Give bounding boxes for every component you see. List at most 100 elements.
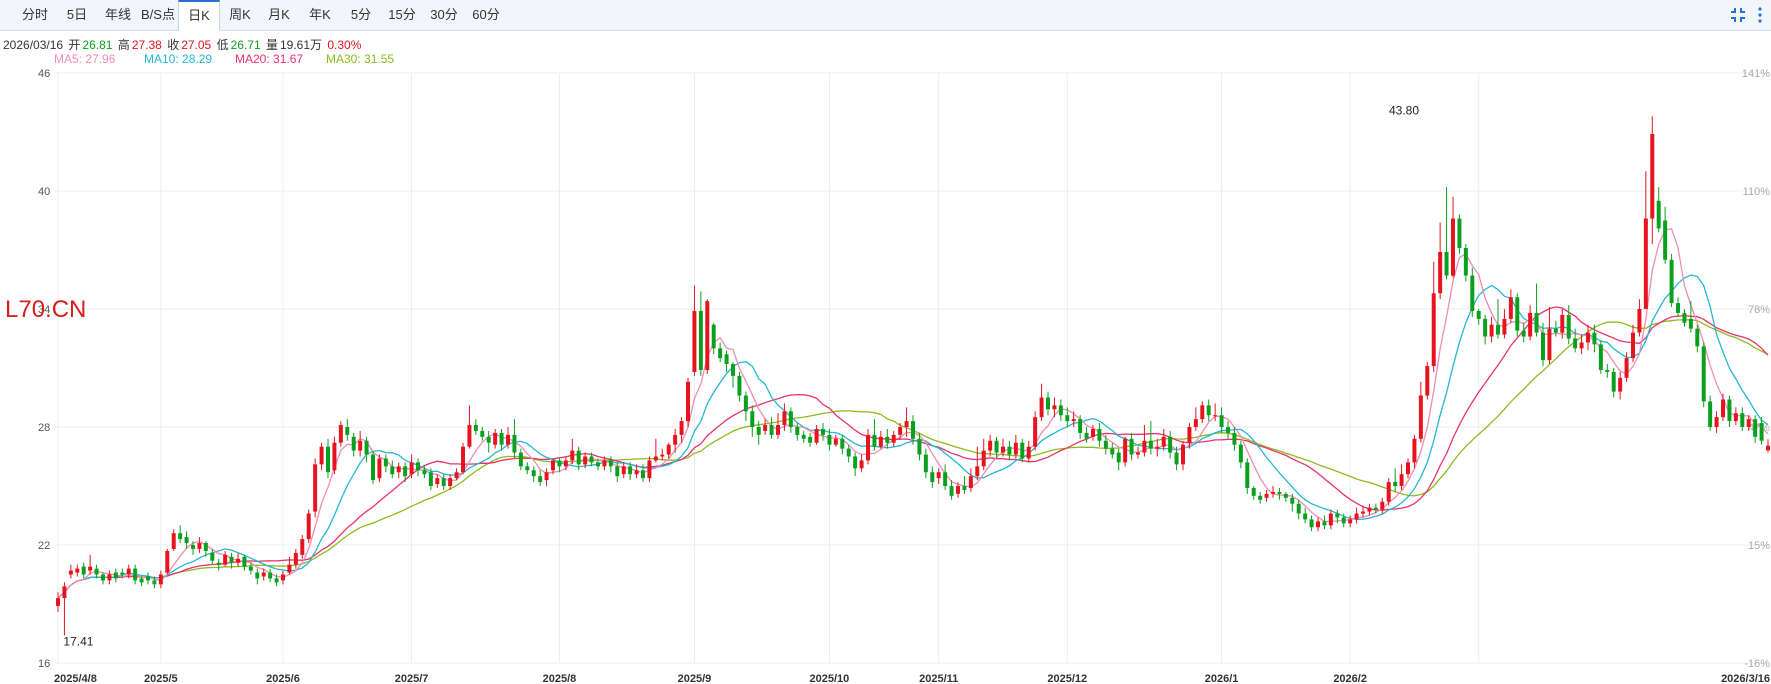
candle-body — [390, 466, 395, 475]
candle-body — [101, 574, 105, 581]
x-tick-label: 2025/10 — [810, 673, 850, 684]
candle-body — [1701, 346, 1706, 402]
tab-5[interactable]: 周K — [229, 7, 251, 22]
candle-body — [1553, 328, 1558, 333]
candle-body — [1148, 440, 1153, 449]
candle-body — [1483, 318, 1488, 337]
candle-body — [62, 586, 67, 599]
candle-body — [281, 574, 285, 581]
ma10-legend: MA10: 28.29 — [144, 52, 213, 66]
ma5-legend: MA5: 27.96 — [54, 52, 116, 66]
candle-body — [904, 421, 909, 427]
y-tick-label: 22 — [38, 540, 50, 552]
candle-body — [467, 425, 472, 447]
tab-1[interactable]: 5日 — [66, 7, 88, 22]
candle-body — [242, 556, 247, 567]
candle-body — [1566, 314, 1571, 339]
candle-body — [1065, 415, 1070, 422]
candle-body — [1341, 517, 1346, 524]
candle-body — [1380, 501, 1385, 510]
candle-body — [1631, 332, 1635, 359]
candle-body — [454, 472, 459, 479]
candle-body — [1579, 342, 1584, 349]
tab-2[interactable]: 年线 — [104, 7, 131, 22]
candle-body — [660, 454, 665, 457]
candle-body — [1142, 440, 1147, 453]
x-tick-label: 2025/11 — [919, 673, 958, 684]
candle-body — [1393, 482, 1398, 486]
candle-body — [139, 578, 144, 583]
tab-8[interactable]: 5分 — [350, 7, 372, 22]
candle-body — [1290, 497, 1295, 504]
x-tick-label: 2026/3/16 — [1721, 673, 1770, 684]
low-label: 低 — [216, 38, 229, 52]
candle-body — [1277, 491, 1282, 494]
candle-body — [763, 425, 768, 431]
candle-body — [171, 533, 176, 549]
candle-body — [1386, 482, 1391, 502]
candle-body — [698, 310, 703, 370]
tab-11[interactable]: 60分 — [472, 7, 500, 22]
candle-body — [358, 440, 363, 451]
candle-body — [1676, 303, 1680, 313]
candle-body — [968, 476, 973, 488]
candle-body — [1714, 417, 1719, 427]
candle-body — [557, 460, 562, 467]
candle-body — [718, 348, 723, 359]
candle-body — [1611, 371, 1616, 392]
x-tick-label: 2025/4/8 — [54, 673, 97, 684]
candle-body — [589, 456, 594, 463]
candle-body — [788, 411, 793, 427]
candle-body — [628, 466, 633, 475]
candle-body — [1322, 521, 1327, 526]
candle-body — [1412, 438, 1417, 463]
candle-body — [81, 566, 86, 575]
candle-body — [538, 476, 543, 483]
candle-body — [1181, 444, 1185, 465]
candle-body — [936, 472, 941, 479]
candle-body — [499, 432, 504, 445]
candle-body — [1373, 507, 1378, 510]
x-tick-label: 2025/6 — [266, 673, 300, 684]
candle-body — [306, 513, 311, 540]
candle-body — [1721, 399, 1725, 418]
candle-body — [1335, 513, 1340, 518]
candle-body — [313, 464, 318, 512]
candle-body — [563, 460, 568, 467]
candle-body — [531, 470, 536, 477]
candle-body — [416, 462, 420, 471]
tab-4[interactable]: 日K — [178, 0, 220, 31]
more-icon[interactable] — [1754, 5, 1766, 25]
tab-3[interactable]: B/S点 — [141, 7, 175, 22]
candle-body — [1438, 251, 1443, 294]
candle-body — [551, 460, 555, 471]
candle-body — [319, 446, 324, 465]
tab-10[interactable]: 30分 — [430, 7, 458, 22]
candle-body — [338, 425, 343, 443]
candle-body — [1521, 330, 1526, 337]
candle-body — [364, 440, 369, 455]
candle-body — [743, 395, 748, 412]
candle-body — [158, 574, 163, 585]
candle-body — [1213, 415, 1218, 417]
tab-0[interactable]: 分时 — [21, 7, 48, 22]
close-value: 27.05 — [181, 38, 212, 52]
candle-body — [1733, 413, 1738, 422]
tab-7[interactable]: 年K — [309, 7, 331, 22]
candle-body — [236, 558, 240, 563]
candle-body — [512, 434, 517, 453]
tab-9[interactable]: 15分 — [388, 7, 416, 22]
tab-6[interactable]: 月K — [268, 7, 290, 22]
candle-body — [608, 460, 613, 467]
collapse-icon[interactable] — [1728, 5, 1748, 25]
candle-body — [1193, 419, 1198, 427]
candle-body — [1618, 377, 1623, 392]
candle-body — [300, 539, 305, 555]
candle-body — [409, 462, 414, 475]
candle-body — [1695, 328, 1700, 347]
candle-body — [1020, 442, 1025, 459]
candle-body — [1457, 218, 1462, 249]
candle-body — [1361, 511, 1365, 514]
candle-body — [981, 450, 986, 467]
